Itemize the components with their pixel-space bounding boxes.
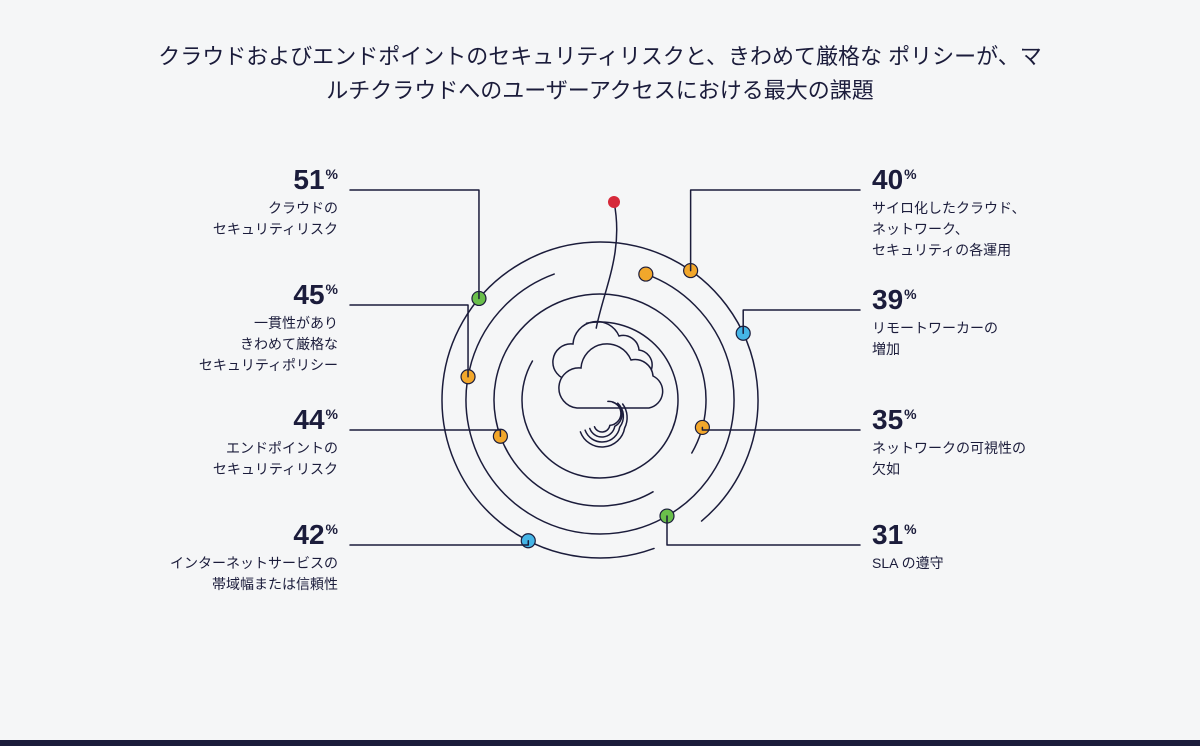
entry-percent: 45% [78,281,338,309]
entry-percent: 44% [78,406,338,434]
connector [743,310,860,333]
entry-desc: サイロ化したクラウド、 ネットワーク、 セキュリティの各運用 [872,198,1132,261]
entry: 51% クラウドの セキュリティリスク [78,166,338,240]
entry-desc: エンドポイントの セキュリティリスク [78,438,338,480]
connector [350,190,479,298]
entry-desc: 一貫性があり きわめて厳格な セキュリティポリシー [78,313,338,376]
connector [702,427,860,430]
node-dot [639,267,653,281]
entry: 31% SLA の遵守 [872,521,1132,574]
entry-percent: 35% [872,406,1132,434]
entry-percent: 51% [78,166,338,194]
entry-desc: SLA の遵守 [872,553,1132,574]
entry-desc: リモートワーカーの 増加 [872,318,1132,360]
connector [350,305,468,377]
center-icon [553,321,663,447]
entry-desc: クラウドの セキュリティリスク [78,198,338,240]
antenna-dot [608,196,620,208]
antenna-line [596,202,617,328]
entry-desc: ネットワークの可視性の 欠如 [872,438,1132,480]
connector [350,541,528,545]
entry: 45% 一貫性があり きわめて厳格な セキュリティポリシー [78,281,338,376]
entry-percent: 31% [872,521,1132,549]
entry: 40% サイロ化したクラウド、 ネットワーク、 セキュリティの各運用 [872,166,1132,261]
entry: 42% インターネットサービスの 帯域幅または信頼性 [78,521,338,595]
entry-percent: 40% [872,166,1132,194]
entry: 35% ネットワークの可視性の 欠如 [872,406,1132,480]
entry: 39% リモートワーカーの 増加 [872,286,1132,360]
entry-desc: インターネットサービスの 帯域幅または信頼性 [78,553,338,595]
entry-percent: 42% [78,521,338,549]
entry-percent: 39% [872,286,1132,314]
bottom-bar [0,740,1200,746]
connector [691,190,860,271]
connector [667,516,860,545]
connector [350,430,500,436]
entry: 44% エンドポイントの セキュリティリスク [78,406,338,480]
